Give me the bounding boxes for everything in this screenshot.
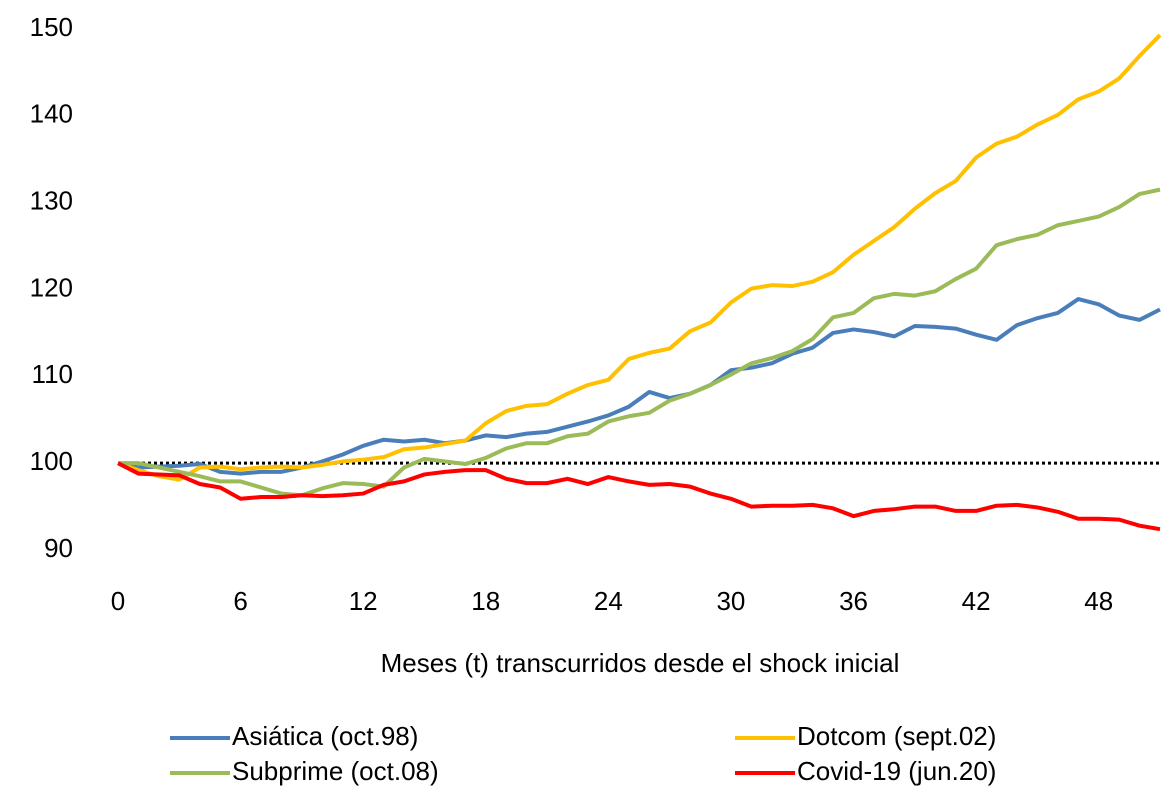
legend-label: Asiática (oct.98) xyxy=(232,721,418,751)
x-tick-label: 18 xyxy=(471,586,500,616)
x-tick-label: 48 xyxy=(1084,586,1113,616)
series-line xyxy=(117,297,1161,476)
series-line xyxy=(118,187,1161,498)
legend-label: Covid-19 (jun.20) xyxy=(797,756,996,786)
y-tick-label: 100 xyxy=(30,446,73,476)
legend-label: Subprime (oct.08) xyxy=(232,756,439,786)
series-line xyxy=(117,461,1161,532)
y-tick-label: 110 xyxy=(32,359,73,389)
x-tick-label: 12 xyxy=(349,586,378,616)
y-tick-label: 150 xyxy=(30,12,73,42)
x-tick-label: 42 xyxy=(962,586,991,616)
x-tick-label: 36 xyxy=(839,586,868,616)
series-line xyxy=(117,33,1162,482)
y-tick-label: 90 xyxy=(44,533,73,563)
y-tick-label: 140 xyxy=(30,99,73,129)
y-tick-label: 120 xyxy=(30,272,73,302)
x-tick-label: 6 xyxy=(233,586,247,616)
x-tick-label: 30 xyxy=(716,586,745,616)
x-axis-title: Meses (t) transcurridos desde el shock i… xyxy=(381,648,900,678)
legend-label: Dotcom (sept.02) xyxy=(797,721,996,751)
x-tick-label: 24 xyxy=(594,586,623,616)
x-tick-label: 0 xyxy=(111,586,125,616)
y-tick-label: 130 xyxy=(30,186,73,216)
